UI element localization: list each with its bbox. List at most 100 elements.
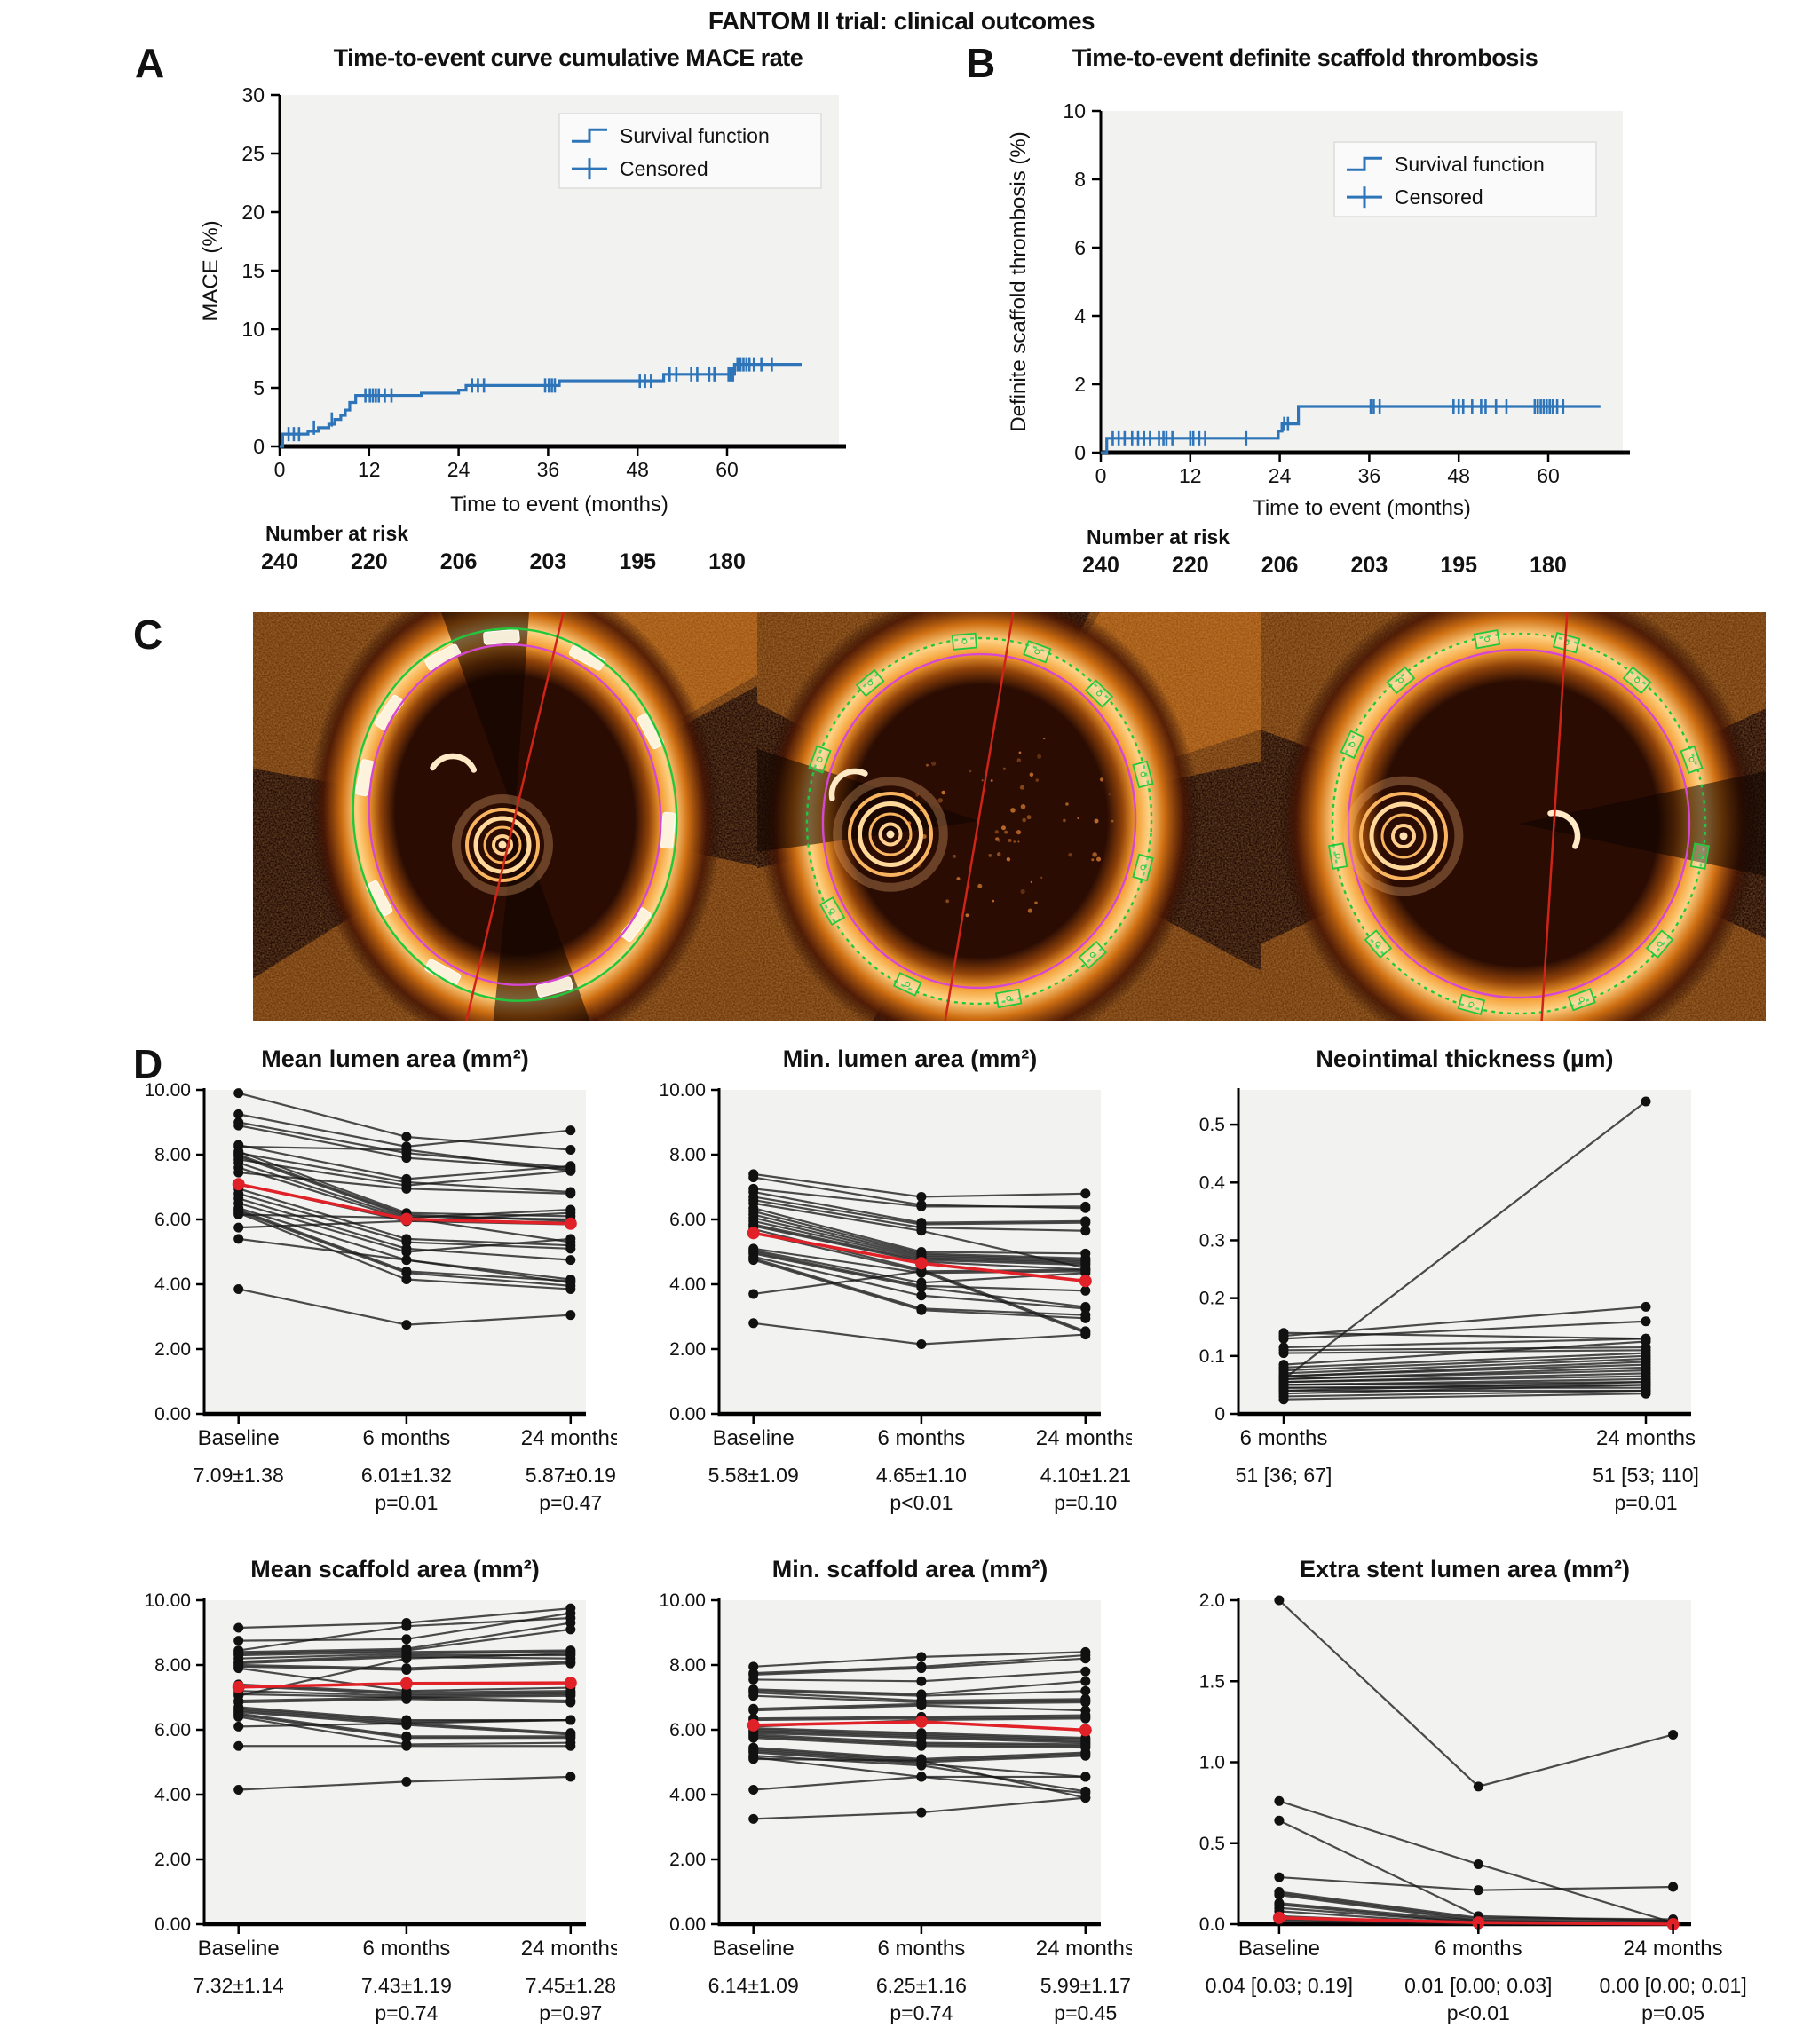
min-scaffold-area-chart: Min. scaffold area (mm²) 0.00 2.00 4.00 6.00… [659,1556,1132,2024]
svg-text:2.00: 2.00 [669,1850,706,1870]
chart-title: Extra stent lumen area (mm²) [1300,1556,1630,1582]
stat-value: 51 [53; 110] [1593,1464,1699,1487]
svg-text:0.5: 0.5 [1199,1834,1225,1854]
svg-text:220: 220 [351,549,388,574]
stat-value: 7.32±1.14 [194,1974,284,1997]
svg-text:195: 195 [1440,553,1477,578]
svg-text:180: 180 [1530,553,1567,578]
svg-text:15: 15 [241,259,265,282]
svg-text:25: 25 [241,142,265,165]
km-plot-A: 0 5 10 15 20 25 30 0 12 24 36 48 60 MACE (%) Time to e… [199,83,846,574]
svg-text:206: 206 [440,549,478,574]
panel-c-label: C [133,612,162,658]
svg-text:30: 30 [241,83,265,107]
svg-text:0.00: 0.00 [669,1914,706,1935]
p-value: p=0.74 [375,2001,438,2024]
chart-title: Min. scaffold area (mm²) [772,1556,1048,1582]
mean-scaffold-area-chart: Mean scaffold area (mm²) 0.00 2.00 4.00 6.00… [144,1556,617,2024]
stat-value: 7.43±1.19 [361,1974,452,1997]
svg-text:8.00: 8.00 [154,1145,191,1165]
svg-text:36: 36 [1358,464,1381,487]
category-label: 6 months [1435,1937,1522,1961]
svg-text:2.00: 2.00 [669,1339,706,1360]
stat-value: 5.87±0.19 [526,1464,616,1487]
mean-line [747,1227,1092,1288]
plot-area [1238,1600,1691,1924]
oct-cross-section-3 [1261,612,1766,1021]
survival-function-symbol [1347,156,1382,171]
imaging-catheter [452,794,553,896]
svg-text:0.2: 0.2 [1199,1289,1225,1309]
mean-line [232,1178,577,1230]
lumen-contour-magenta [368,643,662,986]
strut-marker-boxes [1327,629,1711,1016]
svg-text:10.00: 10.00 [659,1080,706,1101]
svg-text:0: 0 [274,458,286,481]
p-value: p=0.10 [1054,1491,1117,1514]
stat-value: 0.01 [0.00; 0.03] [1404,1974,1552,1997]
scaffold-contour-green [352,627,678,1002]
paired-plot-D5: Min. scaffold area (mm²) 0.00 2.00 4.00 6.00… [659,1556,1132,2024]
vessel-wall [1278,612,1760,1021]
survival-function-symbol [572,128,607,143]
mace-kaplan-meier-chart: 0 5 10 15 20 25 30 0 12 24 36 48 60 MACE (%) Time to e… [199,83,846,574]
number-at-risk-values: 240 220 206 203 195 180 [1082,553,1567,578]
svg-text:0: 0 [1074,441,1086,464]
category-label: Baseline [713,1937,795,1961]
svg-text:Survival function: Survival function [620,124,770,147]
oct-image-strip [253,612,1766,1021]
svg-text:2.0: 2.0 [1199,1590,1225,1611]
svg-text:60: 60 [716,458,739,481]
p-value: p<0.01 [1447,2001,1510,2024]
panel-a-label: A [135,40,164,86]
svg-text:5: 5 [253,376,265,399]
angle-marker-line [1540,612,1569,1021]
patient-dots [233,1603,576,1795]
svg-text:1.0: 1.0 [1199,1753,1225,1773]
svg-text:0.00: 0.00 [154,1914,191,1935]
svg-text:220: 220 [1172,553,1209,578]
svg-text:180: 180 [708,549,746,574]
svg-text:10.00: 10.00 [144,1080,191,1101]
svg-text:6.00: 6.00 [154,1720,191,1740]
category-label: 24 months [1036,1937,1132,1961]
svg-text:12: 12 [1179,464,1202,487]
svg-text:Censored: Censored [620,157,708,180]
category-label: 6 months [1240,1426,1328,1450]
category-label: 6 months [878,1937,966,1961]
category-label: 6 months [363,1426,451,1450]
extra-stent-lumen-area-chart: Extra stent lumen area (mm²) 0.0 0.5 1.0 1.5… [1199,1556,1747,2024]
figure-title: FANTOM II trial: clinical outcomes [708,7,1095,35]
mean-line [747,1715,1092,1737]
stat-value: 4.65±1.10 [876,1464,967,1487]
stat-value: 7.09±1.38 [194,1464,284,1487]
svg-text:6.00: 6.00 [669,1210,706,1230]
svg-text:8.00: 8.00 [154,1655,191,1676]
svg-text:0: 0 [253,435,265,458]
p-value: p<0.01 [890,1491,953,1514]
svg-text:206: 206 [1261,553,1299,578]
svg-text:6: 6 [1074,236,1086,259]
chart-title: Mean lumen area (mm²) [261,1046,529,1072]
censored-marks [287,357,773,442]
category-label: 6 months [363,1937,451,1961]
svg-text:12: 12 [358,458,381,481]
svg-text:4.00: 4.00 [669,1785,706,1805]
mean-lumen-area-chart: Mean lumen area (mm²) 0.00 2.00 4.00 6.00 8.0… [144,1046,617,1514]
category-label: 24 months [1036,1426,1132,1450]
p-value: p=0.45 [1054,2001,1117,2024]
svg-text:4.00: 4.00 [669,1275,706,1295]
category-label: Baseline [198,1937,280,1961]
scaffold-contour-green [1331,632,1707,1015]
svg-text:0.3: 0.3 [1199,1230,1225,1251]
svg-text:8: 8 [1074,168,1086,191]
oct-cross-section-1 [253,612,757,1021]
stat-value: 6.14±1.09 [708,1974,799,1997]
stat-value: 0.04 [0.03; 0.19] [1206,1974,1353,1997]
panel-a-title: Time-to-event curve cumulative MACE rate [333,44,803,71]
plot-area [204,1090,586,1414]
category-label: Baseline [1238,1937,1320,1961]
svg-text:0: 0 [1095,464,1107,487]
